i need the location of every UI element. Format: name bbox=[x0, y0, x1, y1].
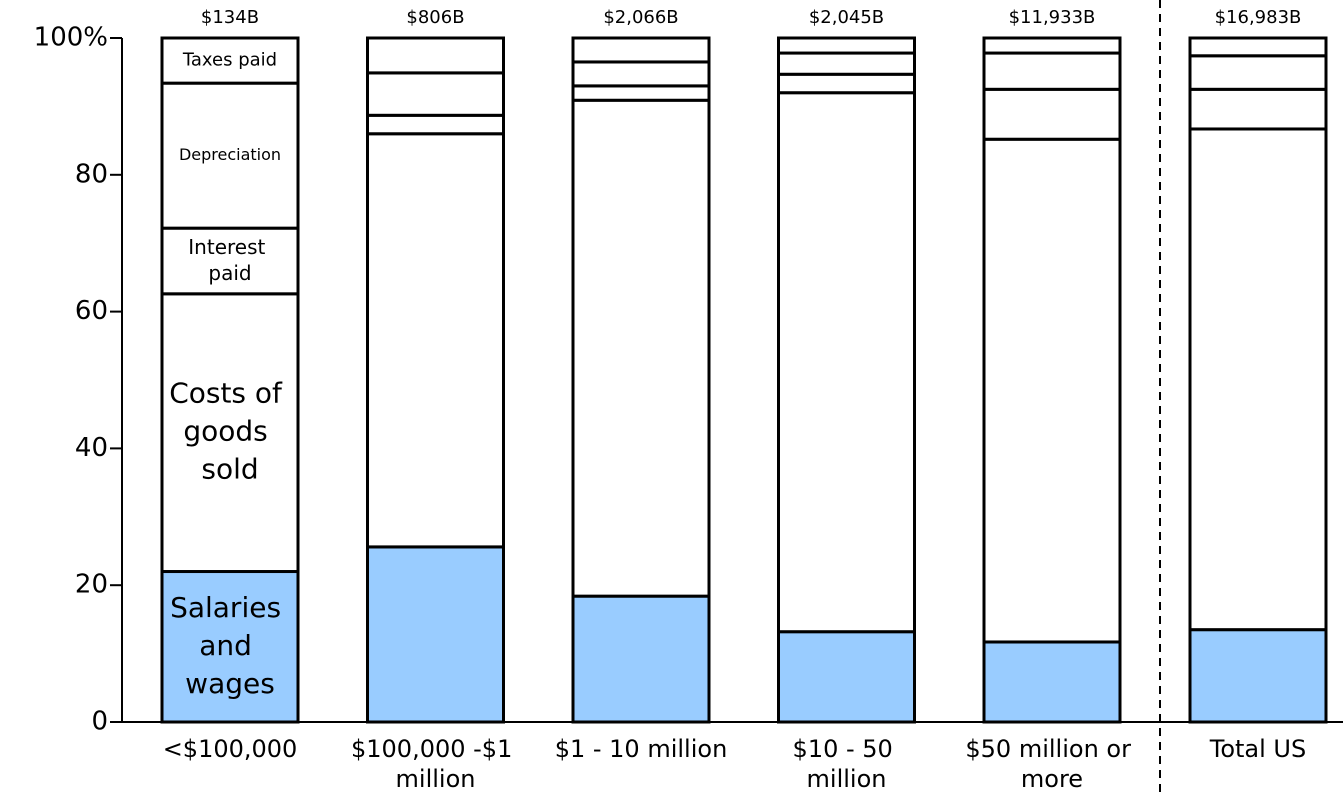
total-label: $2,045B bbox=[809, 7, 884, 28]
bar-segment bbox=[1188, 36, 1328, 58]
bar-segment bbox=[1188, 127, 1328, 632]
x-tick-label: Total US bbox=[1209, 735, 1306, 763]
x-tick-label: $100,000 -$1 million bbox=[351, 735, 520, 793]
total-label: $2,066B bbox=[603, 7, 678, 28]
bar-segment bbox=[1188, 54, 1328, 91]
bar-segment bbox=[366, 132, 505, 549]
bar-segment bbox=[777, 630, 916, 724]
y-tick-label: 20 bbox=[75, 570, 108, 600]
segment-label: Costs of goods sold bbox=[169, 377, 291, 486]
segment-label: Salaries and wages bbox=[170, 591, 290, 700]
total-label: $11,933B bbox=[1009, 7, 1096, 28]
bar-segment bbox=[160, 36, 300, 85]
bar-segment bbox=[1188, 87, 1328, 131]
total-label: $16,983B bbox=[1215, 7, 1302, 28]
bar-segment bbox=[777, 36, 916, 55]
bar-segment bbox=[982, 51, 1122, 91]
segment-label: Depreciation bbox=[179, 145, 281, 164]
bar-segment bbox=[571, 60, 711, 88]
y-tick-label: 80 bbox=[75, 159, 108, 189]
bar-segment bbox=[777, 51, 916, 76]
bar-segment bbox=[160, 570, 300, 724]
segment-label: Taxes paid bbox=[182, 50, 277, 71]
bar-segment bbox=[571, 36, 711, 64]
bar-segment bbox=[982, 137, 1122, 644]
x-tick-label: <$100,000 bbox=[163, 735, 298, 763]
bar-segment bbox=[366, 36, 505, 75]
bar-segment bbox=[982, 640, 1122, 724]
y-tick-label: 100% bbox=[34, 23, 108, 53]
bar-segment bbox=[160, 226, 300, 296]
y-tick-label: 0 bbox=[91, 707, 108, 737]
bar-segment bbox=[366, 113, 505, 136]
bar-segment bbox=[571, 98, 711, 598]
bar-segment bbox=[366, 71, 505, 117]
total-label: $806B bbox=[406, 7, 464, 28]
total-label: $134B bbox=[201, 7, 259, 28]
segment-label: Interest paid bbox=[188, 234, 271, 284]
bar-segment bbox=[571, 594, 711, 724]
bar-segment bbox=[982, 36, 1122, 55]
bar-segment bbox=[777, 72, 916, 95]
bar-segment bbox=[982, 87, 1122, 141]
bar-segment bbox=[160, 81, 300, 230]
y-tick-label: 40 bbox=[75, 433, 108, 463]
bar-segment bbox=[777, 91, 916, 634]
bar-segment bbox=[1188, 628, 1328, 724]
x-tick-label: $1 - 10 million bbox=[555, 735, 728, 763]
bar-segment bbox=[571, 84, 711, 102]
x-tick-label: $50 million or more bbox=[965, 735, 1138, 793]
bar-segment bbox=[366, 545, 505, 724]
y-tick-label: 60 bbox=[75, 296, 108, 326]
x-tick-label: $10 - 50 million bbox=[793, 735, 901, 793]
